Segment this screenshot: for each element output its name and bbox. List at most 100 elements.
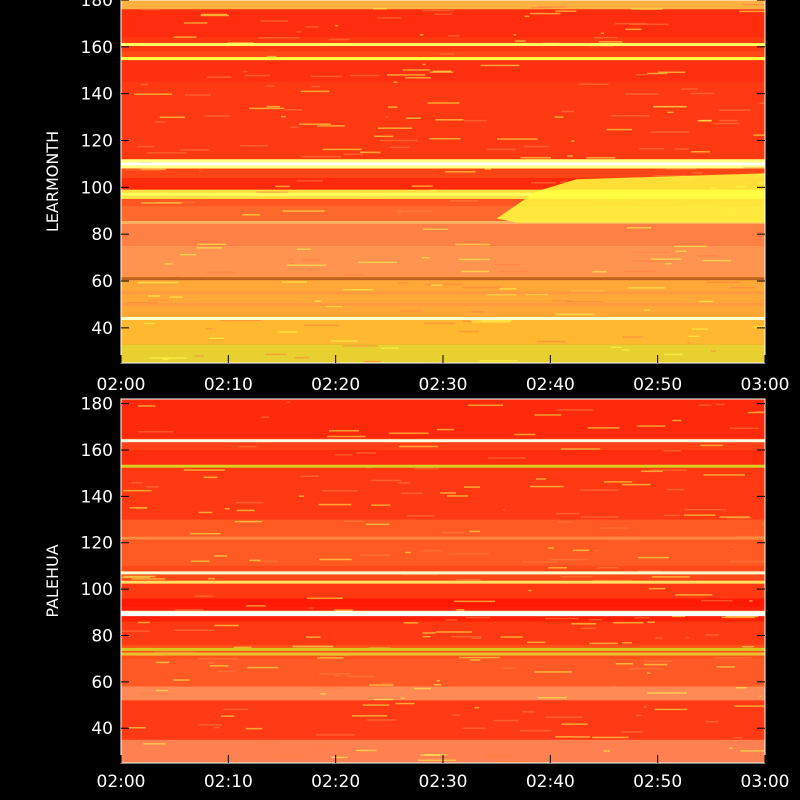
noise-streak — [294, 356, 310, 359]
noise-streak — [400, 492, 423, 495]
noise-streak — [667, 111, 674, 114]
noise-streak — [493, 719, 519, 722]
spectrogram-image — [121, 399, 765, 763]
noise-streak — [524, 15, 530, 18]
noise-streak — [307, 597, 343, 600]
noise-streak — [319, 558, 352, 561]
x-tick-label: 02:20 — [311, 375, 360, 395]
noise-streak — [536, 340, 566, 343]
noise-streak — [631, 260, 674, 262]
noise-streak — [306, 269, 314, 271]
noise-streak — [643, 309, 651, 311]
noise-streak — [555, 512, 580, 515]
noise-streak — [436, 631, 472, 633]
noise-streak — [292, 646, 335, 649]
noise-streak — [209, 665, 229, 667]
noise-streak — [445, 171, 476, 173]
x-tick-label: 02:50 — [633, 375, 682, 395]
noise-streak — [351, 715, 387, 717]
y-tick-label: 160 — [81, 38, 113, 58]
noise-streak — [462, 286, 502, 289]
noise-streak — [721, 616, 755, 619]
noise-streak — [156, 689, 169, 692]
noise-streak — [580, 489, 619, 491]
noise-streak — [468, 404, 504, 407]
noise-streak — [429, 71, 454, 73]
noise-streak — [131, 578, 166, 580]
noise-streak — [190, 560, 210, 563]
noise-streak — [666, 488, 685, 491]
noise-streak — [697, 255, 719, 257]
noise-streak — [459, 330, 479, 333]
frequency-band — [121, 177, 765, 190]
noise-streak — [742, 645, 755, 648]
panel-learmonth: 40 60 80 100 120 140 160 180 02:00 02:10 02:20 02:3… — [43, 0, 790, 395]
noise-streak — [299, 495, 305, 497]
noise-streak — [615, 663, 633, 665]
noise-streak — [712, 122, 740, 125]
noise-streak — [556, 409, 594, 411]
noise-streak — [277, 331, 298, 333]
y-tick-label: 60 — [91, 673, 113, 693]
noise-streak — [141, 8, 161, 11]
noise-streak — [247, 666, 279, 669]
noise-streak — [625, 28, 642, 31]
noise-streak — [374, 698, 394, 701]
noise-streak — [683, 514, 716, 516]
noise-streak — [554, 116, 564, 118]
x-tick-label: 02:50 — [633, 772, 682, 792]
frequency-band — [121, 658, 765, 687]
noise-streak — [322, 148, 362, 151]
noise-streak — [675, 594, 713, 596]
noise-streak — [208, 577, 215, 580]
noise-streak — [261, 416, 270, 418]
noise-streak — [358, 261, 397, 264]
noise-streak — [169, 296, 183, 298]
noise-streak — [398, 445, 439, 448]
noise-streak — [423, 322, 456, 325]
y-tick-label: 180 — [81, 0, 113, 11]
noise-streak — [537, 696, 567, 699]
noise-streak — [748, 411, 765, 414]
noise-streak — [705, 720, 719, 723]
noise-streak — [522, 711, 535, 713]
noise-streak — [214, 555, 228, 557]
noise-streak — [405, 117, 421, 119]
noise-streak — [201, 13, 227, 16]
noise-streak — [764, 405, 765, 408]
noise-streak — [691, 151, 710, 153]
noise-streak — [636, 425, 666, 427]
noise-streak — [641, 470, 663, 473]
noise-streak — [681, 88, 698, 90]
frequency-band — [121, 199, 765, 207]
noise-streak — [140, 83, 148, 86]
noise-streak — [588, 618, 603, 621]
emission-line — [121, 291, 765, 295]
noise-streak — [471, 321, 511, 323]
noise-streak — [371, 479, 401, 482]
noise-streak — [648, 587, 666, 590]
noise-streak — [422, 635, 431, 638]
noise-streak — [388, 106, 398, 108]
noise-streak — [154, 651, 196, 653]
noise-streak — [535, 478, 547, 480]
emission-line — [121, 571, 765, 575]
noise-streak — [281, 281, 307, 283]
noise-streak — [143, 743, 166, 745]
noise-streak — [244, 74, 270, 77]
noise-streak — [350, 74, 379, 77]
noise-streak — [174, 609, 204, 611]
noise-streak — [534, 414, 562, 416]
frequency-band — [121, 686, 765, 701]
noise-streak — [611, 114, 649, 117]
noise-streak — [629, 23, 669, 26]
noise-streak — [197, 657, 239, 660]
noise-streak — [342, 345, 378, 347]
emission-line — [121, 464, 765, 468]
noise-streak — [638, 570, 661, 572]
noise-streak — [311, 745, 333, 747]
noise-streak — [653, 174, 688, 177]
noise-streak — [328, 38, 350, 41]
noise-streak — [606, 128, 633, 131]
noise-streak — [222, 708, 249, 711]
